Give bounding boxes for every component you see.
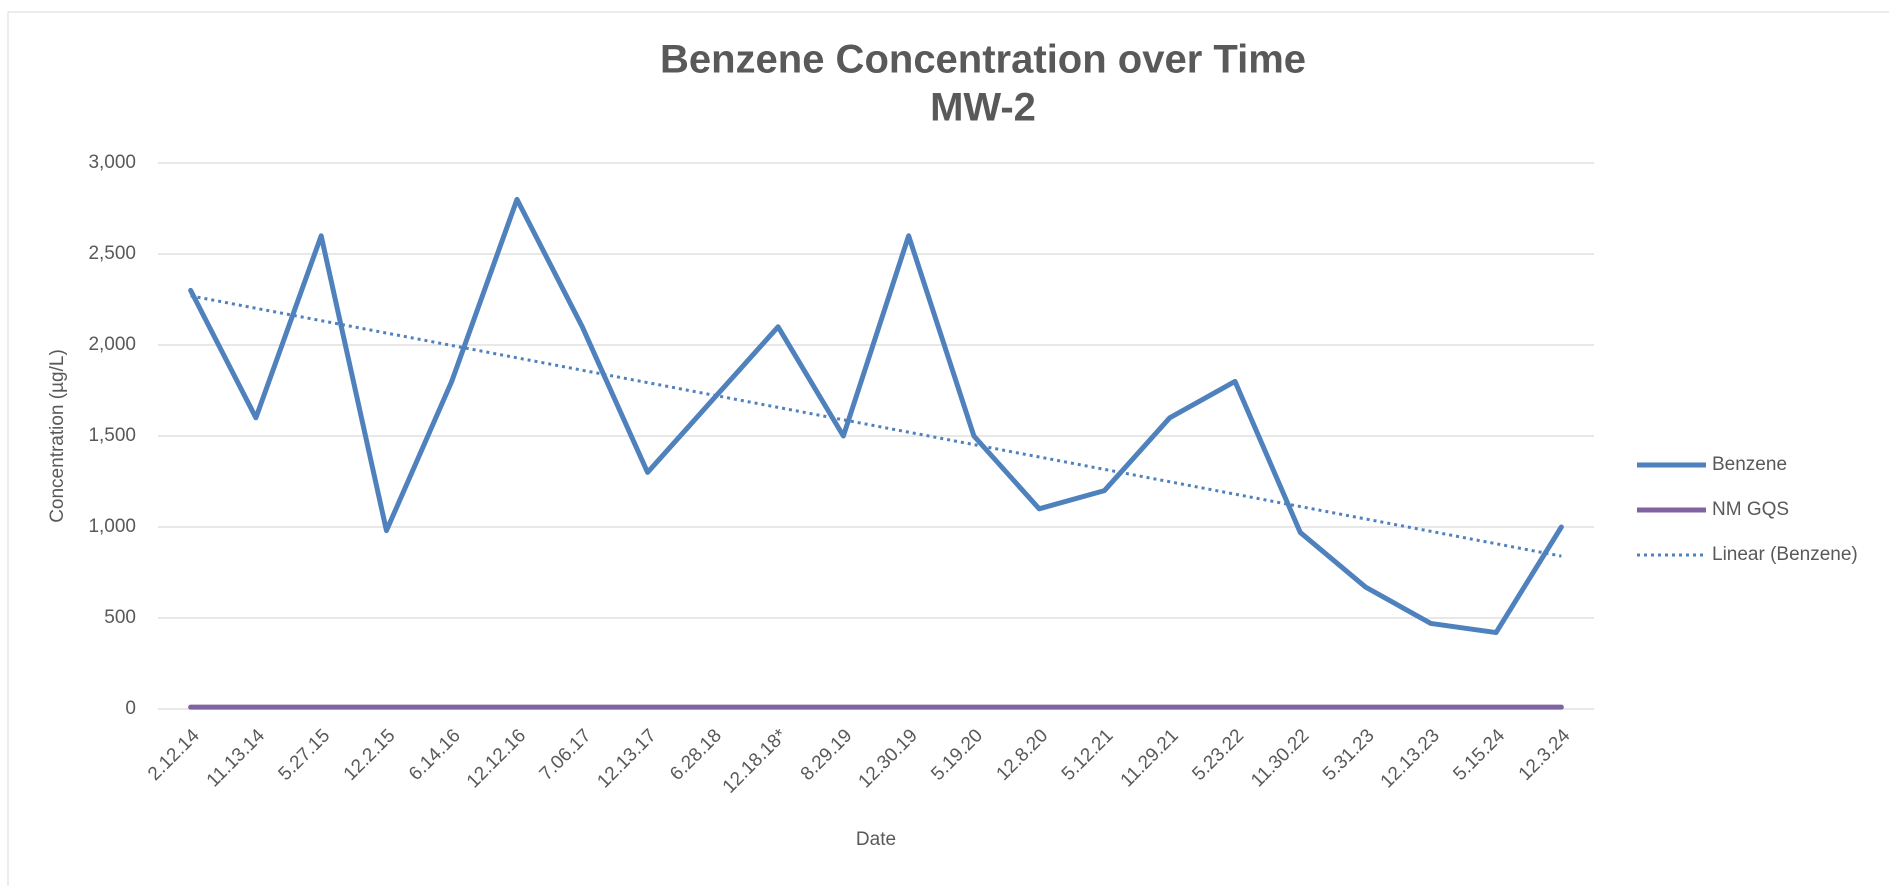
y-axis-label: Concentration (µg/L) [47,349,68,523]
legend-label: NM GQS [1712,499,1789,520]
x-axis-label: Date [856,829,896,850]
x-tick-label: 5.12.21 [1058,725,1118,785]
x-tick-label: 5.27.15 [275,725,335,785]
y-tick-label: 2,000 [88,334,136,355]
x-tick-label: 12.3.24 [1515,725,1575,785]
trendline [190,294,1562,558]
x-tick-label: 5.19.20 [927,725,987,785]
y-tick-label: 0 [125,698,136,719]
x-tick-label: 5.23.22 [1188,725,1248,785]
x-tick-label: 2.12.14 [144,725,204,785]
x-tick-label: 11.29.21 [1117,725,1183,791]
x-tick-label: 5.31.23 [1319,725,1379,785]
x-tick-label: 6.14.16 [405,725,465,785]
x-tick-label: 7.06.17 [536,725,596,785]
legend-label: Benzene [1712,454,1787,475]
legend-label: Linear (Benzene) [1712,544,1858,565]
x-tick-label: 11.30.22 [1247,725,1313,791]
x-tick-label: 6.28.18 [666,725,726,785]
x-tick-label: 12.18.18* [719,725,792,798]
y-tick-label: 2,500 [88,243,136,264]
y-tick-label: 3,000 [88,152,136,173]
x-tick-label: 12.30.19 [855,725,922,792]
y-tick-label: 1,000 [88,516,136,537]
y-tick-label: 500 [104,607,136,628]
chart-subtitle: MW-2 [930,86,1036,130]
x-tick-label: 5.15.24 [1449,725,1509,785]
x-tick-label: 12.13.23 [1377,725,1444,792]
chart-title: Benzene Concentration over Time [660,38,1306,82]
x-tick-label: 12.13.17 [593,725,660,792]
x-tick-label: 12.12.16 [463,725,530,792]
x-tick-label: 12.8.20 [993,725,1053,785]
series-line [188,196,1564,636]
x-tick-label: 8.29.19 [797,725,857,785]
x-tick-label: 11.13.14 [203,725,269,791]
y-tick-label: 1,500 [88,425,136,446]
chart-frame [7,11,1889,886]
x-tick-label: 12.2.15 [340,725,400,785]
